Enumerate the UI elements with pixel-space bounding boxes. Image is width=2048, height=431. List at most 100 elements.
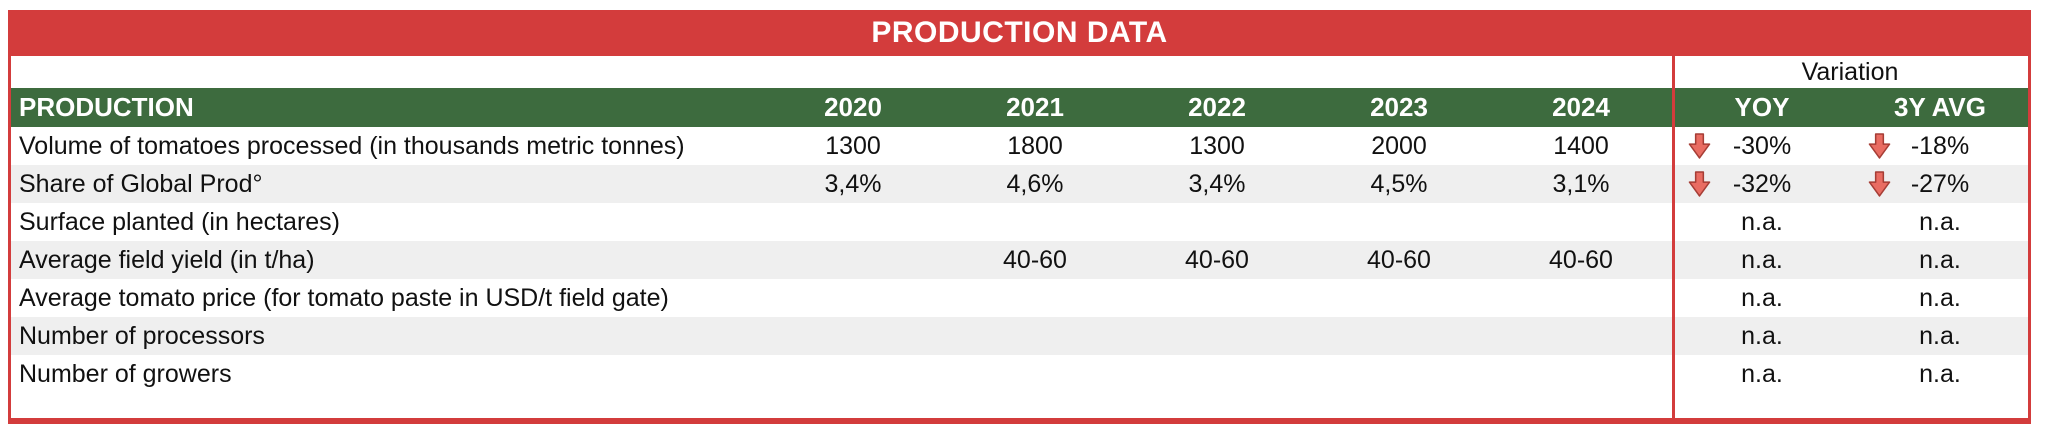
red-down-arrow-icon (1688, 133, 1711, 159)
year-value (1308, 355, 1490, 393)
year-value: 1300 (825, 131, 881, 160)
year-value (1126, 355, 1308, 393)
variation-value: n.a. (1741, 283, 1783, 312)
avg3y-cell: n.a. (1852, 279, 2028, 317)
year-value (1490, 203, 1672, 241)
table-row: Number of processors n.a. n.a. (11, 317, 2028, 355)
row-label: Average tomato price (for tomato paste i… (19, 283, 669, 312)
red-down-arrow-icon (1868, 133, 1891, 159)
year-value: 4,5% (1370, 169, 1428, 198)
year-value: 40-60 (1003, 245, 1067, 274)
yoy-cell: n.a. (1672, 203, 1852, 241)
variation-value: n.a. (1741, 359, 1783, 388)
column-header-yoy: YOY (1734, 92, 1790, 122)
yoy-cell: -32% (1672, 165, 1852, 203)
row-label: Number of processors (19, 321, 265, 350)
yoy-cell: n.a. (1672, 279, 1852, 317)
year-value (944, 203, 1126, 241)
variation-value: n.a. (1741, 321, 1783, 350)
avg3y-cell: n.a. (1852, 203, 2028, 241)
column-header-2020: 2020 (824, 92, 882, 122)
variation-value: n.a. (1919, 321, 1961, 350)
year-value: 1800 (1007, 131, 1063, 160)
variation-value: -18% (1910, 131, 1970, 160)
year-value: 3,4% (824, 169, 882, 198)
year-value: 3,1% (1552, 169, 1610, 198)
year-value (1308, 317, 1490, 355)
variation-value: -30% (1732, 131, 1792, 160)
row-label: Share of Global Prod° (19, 169, 263, 198)
variation-value: n.a. (1919, 359, 1961, 388)
avg3y-cell: n.a. (1852, 355, 2028, 393)
table-rows: Volume of tomatoes processed (in thousan… (11, 127, 2028, 393)
avg3y-cell: n.a. (1852, 317, 2028, 355)
column-header-2021: 2021 (1006, 92, 1064, 122)
year-value (944, 317, 1126, 355)
year-value (762, 279, 944, 317)
year-value (762, 317, 944, 355)
page-title: PRODUCTION DATA (871, 16, 1168, 49)
row-label: Volume of tomatoes processed (in thousan… (19, 131, 685, 160)
table-title-bar: PRODUCTION DATA (11, 10, 2028, 56)
yoy-cell: n.a. (1672, 317, 1852, 355)
variation-group-header: Variation (1672, 56, 2028, 88)
year-value (1126, 317, 1308, 355)
table-row: Number of growers n.a. n.a. (11, 355, 2028, 393)
year-value: 2000 (1371, 131, 1427, 160)
year-value (1490, 279, 1672, 317)
year-value: 40-60 (1367, 245, 1431, 274)
year-value: 1300 (1189, 131, 1245, 160)
red-down-arrow-icon (1868, 171, 1891, 197)
table-row: Share of Global Prod° 3,4% 4,6% 3,4% 4,5… (11, 165, 2028, 203)
variation-group-row: Variation (11, 56, 2028, 88)
year-value (944, 279, 1126, 317)
table-row: Average field yield (in t/ha) 40-60 40-6… (11, 241, 2028, 279)
row-label: Surface planted (in hectares) (19, 207, 341, 236)
table-row: Average tomato price (for tomato paste i… (11, 279, 2028, 317)
yoy-cell: n.a. (1672, 241, 1852, 279)
table-row: Surface planted (in hectares) n.a. n.a. (11, 203, 2028, 241)
year-value (762, 355, 944, 393)
year-value (762, 203, 944, 241)
row-label: Average field yield (in t/ha) (19, 245, 315, 274)
variation-value: n.a. (1741, 207, 1783, 236)
variation-value: -32% (1732, 169, 1792, 198)
year-value (1126, 203, 1308, 241)
row-label: Number of growers (19, 359, 232, 388)
red-down-arrow-icon (1688, 171, 1711, 197)
avg3y-cell: n.a. (1852, 241, 2028, 279)
table-header-row: PRODUCTION 2020 2021 2022 2023 2024 YOY … (11, 88, 2028, 127)
variation-value: n.a. (1741, 245, 1783, 274)
year-value (1126, 279, 1308, 317)
variation-value: n.a. (1919, 245, 1961, 274)
variation-spacer (11, 56, 1672, 88)
variation-label: Variation (1801, 57, 1899, 86)
yoy-cell: -30% (1672, 127, 1852, 165)
production-data-table: PRODUCTION DATA Variation PRODUCTION 202… (8, 10, 2031, 424)
avg3y-cell: -27% (1852, 165, 2028, 203)
variation-section-divider (1672, 56, 1675, 418)
year-value (1490, 317, 1672, 355)
year-value: 40-60 (1185, 245, 1249, 274)
column-header-2024: 2024 (1552, 92, 1610, 122)
year-value: 1400 (1553, 131, 1609, 160)
yoy-cell: n.a. (1672, 355, 1852, 393)
table-row: Volume of tomatoes processed (in thousan… (11, 127, 2028, 165)
year-value (944, 355, 1126, 393)
column-header-3y-avg: 3Y AVG (1893, 92, 1986, 122)
year-value: 3,4% (1188, 169, 1246, 198)
year-value (1308, 203, 1490, 241)
avg3y-cell: -18% (1852, 127, 2028, 165)
variation-value: n.a. (1919, 283, 1961, 312)
column-header-2022: 2022 (1188, 92, 1246, 122)
variation-value: n.a. (1919, 207, 1961, 236)
column-header-production: PRODUCTION (19, 92, 194, 122)
year-value (1490, 355, 1672, 393)
year-value: 4,6% (1006, 169, 1064, 198)
variation-value: -27% (1910, 169, 1970, 198)
year-value: 40-60 (1549, 245, 1613, 274)
year-value (762, 241, 944, 279)
column-header-2023: 2023 (1370, 92, 1428, 122)
year-value (1308, 279, 1490, 317)
